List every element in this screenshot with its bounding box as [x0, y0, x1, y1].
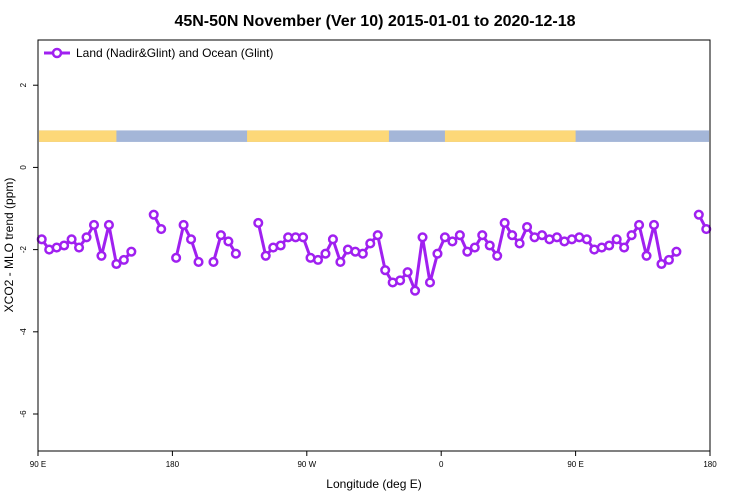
data-point: [260, 250, 271, 261]
data-point: [469, 242, 480, 253]
data-point: [320, 248, 331, 259]
land-span: [247, 130, 389, 142]
data-point: [148, 209, 159, 220]
data-point: [126, 246, 137, 257]
x-tick-label: 90 E: [30, 460, 46, 469]
x-axis: 90 E 180 90 W 0 90 E 180: [30, 451, 717, 469]
data-point: [663, 254, 674, 265]
x-tick-label: 90 W: [297, 460, 316, 469]
data-point: [410, 285, 421, 296]
data-point: [215, 230, 226, 241]
data-point: [581, 234, 592, 245]
data-point: [492, 250, 503, 261]
data-point: [111, 258, 122, 270]
data-point: [395, 275, 406, 286]
data-point: [611, 234, 622, 245]
data-point: [380, 265, 391, 276]
plot-frame: [37, 39, 711, 452]
data-point: [402, 267, 413, 278]
x-tick-label: 180: [166, 460, 180, 469]
y-tick-label: -4: [19, 328, 28, 336]
data-point: [424, 277, 436, 288]
x-tick-label: 180: [703, 460, 717, 469]
data-point: [454, 230, 465, 241]
data-point: [619, 242, 630, 253]
data-point: [96, 250, 107, 261]
data-point: [171, 252, 182, 263]
data-point: [648, 219, 660, 230]
y-axis: 2 0 -2 -4 -6: [19, 82, 38, 418]
data-point: [671, 246, 682, 257]
data-point: [357, 248, 368, 259]
data-point: [230, 248, 241, 259]
x-axis-label: Longitude (deg E): [326, 477, 421, 491]
data-point: [186, 234, 197, 245]
data-point: [484, 240, 495, 251]
data-point: [253, 217, 264, 228]
data-point: [439, 232, 450, 243]
data-point: [656, 258, 667, 270]
data-point: [36, 234, 47, 245]
data-point: [641, 250, 652, 261]
data-point: [81, 232, 92, 243]
data-point: [634, 219, 645, 230]
y-tick-label: -6: [19, 410, 28, 418]
data-point: [477, 230, 488, 241]
series-layer: [36, 209, 712, 296]
x-tick-label: 0: [439, 460, 444, 469]
data-point: [372, 230, 383, 241]
data-point: [74, 242, 85, 253]
data-point: [327, 234, 338, 245]
data-point: [551, 232, 562, 243]
data-point: [66, 234, 77, 245]
legend-label: Land (Nadir&Glint) and Ocean (Glint): [76, 46, 273, 60]
y-tick-label: -2: [19, 246, 28, 254]
data-point: [701, 224, 712, 235]
data-point: [604, 240, 615, 251]
data-point: [514, 238, 525, 249]
legend-marker: [51, 47, 63, 59]
data-point: [693, 209, 704, 220]
chart-title: 45N-50N November (Ver 10) 2015-01-01 to …: [174, 13, 575, 30]
data-point: [417, 232, 428, 243]
land-span: [39, 130, 117, 142]
data-point: [462, 246, 473, 257]
data-point: [522, 221, 533, 233]
data-point: [536, 230, 548, 241]
x-tick-label: 90 E: [567, 460, 583, 469]
data-point: [499, 217, 510, 228]
data-point: [208, 256, 219, 267]
data-point: [275, 240, 286, 251]
data-point: [298, 232, 309, 243]
land-ocean-mask: [39, 130, 709, 142]
data-point: [432, 248, 443, 259]
y-axis-label: XCO2 - MLO trend (ppm): [2, 178, 16, 313]
y-tick-label: 0: [19, 165, 28, 170]
data-point: [193, 256, 204, 267]
data-point: [365, 238, 376, 249]
data-point: [223, 236, 234, 247]
data-point: [312, 254, 324, 265]
data-point: [507, 230, 518, 241]
series-line: [174, 223, 200, 263]
data-point: [335, 256, 346, 267]
legend: Land (Nadir&Glint) and Ocean (Glint): [44, 46, 273, 60]
data-point: [626, 230, 637, 241]
data-point: [88, 219, 100, 230]
data-point: [156, 224, 167, 235]
y-tick-label: 2: [19, 82, 28, 87]
data-point: [447, 236, 458, 247]
data-point: [103, 219, 114, 230]
data-point: [59, 240, 70, 251]
data-point: [178, 219, 189, 230]
land-span: [444, 130, 576, 142]
data-point: [118, 254, 129, 265]
